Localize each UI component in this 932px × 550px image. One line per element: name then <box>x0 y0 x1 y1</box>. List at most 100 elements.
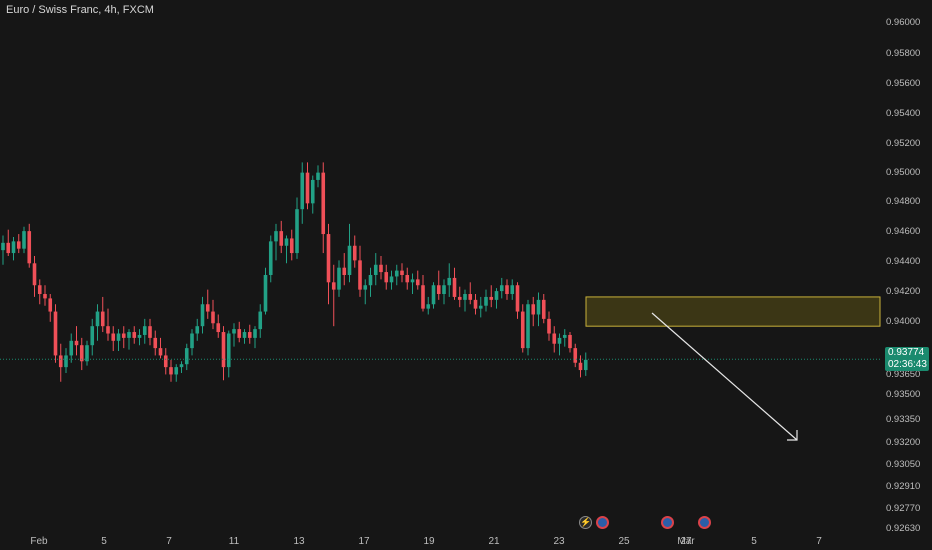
candle-body <box>415 279 420 286</box>
candle-body <box>484 296 488 306</box>
candle-body <box>310 179 315 204</box>
y-tick-label: 0.93650 <box>886 369 920 380</box>
candle-body <box>379 264 383 273</box>
candle-body <box>463 294 467 300</box>
last-price-value: 0.93774 <box>888 347 925 359</box>
x-tick-label: 25 <box>618 536 630 547</box>
candle-body <box>321 172 326 235</box>
y-tick-label: 0.92630 <box>886 523 920 534</box>
flag-icon[interactable] <box>596 516 609 529</box>
candle-body <box>457 296 462 300</box>
candle-body <box>389 276 394 283</box>
candle-body <box>552 333 557 344</box>
candle-body <box>268 241 273 275</box>
candle-body <box>16 241 21 249</box>
candle-body <box>258 311 263 330</box>
candle-body <box>405 275 410 283</box>
candle-body <box>205 304 210 312</box>
candle-body <box>184 348 189 365</box>
candle-body <box>431 285 436 305</box>
y-tick-label: 0.92770 <box>886 503 920 514</box>
candle-body <box>48 298 53 312</box>
candle-body <box>510 285 515 295</box>
candle-body <box>452 277 457 297</box>
candle-body <box>505 285 509 295</box>
candle-body <box>300 172 305 210</box>
y-tick-label: 0.95000 <box>886 167 920 178</box>
candle-body <box>58 355 63 368</box>
candle-body <box>489 296 494 300</box>
x-tick-label: 7 <box>816 536 822 547</box>
candle-body <box>226 333 231 368</box>
candle-body <box>253 329 257 338</box>
candle-body <box>347 245 352 275</box>
candle-body <box>127 332 131 338</box>
x-tick-label: 27 <box>680 536 692 547</box>
candle-body <box>90 326 95 346</box>
candle-body <box>499 285 504 292</box>
candle-body <box>85 345 89 362</box>
x-tick-label: 23 <box>553 536 565 547</box>
candle-body <box>520 311 525 349</box>
y-tick-label: 0.93200 <box>886 437 920 448</box>
candle-body <box>568 334 572 349</box>
candle-body <box>421 285 425 309</box>
x-tick-label: 5 <box>751 536 757 547</box>
candle-body <box>331 282 336 290</box>
candle-body <box>43 294 47 299</box>
candle-body <box>531 304 536 315</box>
x-tick-label: 21 <box>488 536 500 547</box>
candle-body <box>69 340 74 356</box>
candle-body <box>64 355 68 368</box>
candle-body <box>494 291 499 300</box>
y-tick-label: 0.95200 <box>886 138 920 149</box>
candle-body <box>211 311 215 324</box>
candle-body <box>179 364 184 368</box>
bar-countdown: 02:36:43 <box>888 359 927 371</box>
candle-body <box>153 337 158 349</box>
candle-body <box>53 311 58 356</box>
candle-body <box>79 345 84 362</box>
lightning-icon[interactable]: ⚡ <box>579 516 592 529</box>
candle-body <box>163 355 168 368</box>
x-tick-label: 13 <box>293 536 305 547</box>
candle-body <box>316 172 320 180</box>
x-tick-label: 11 <box>229 536 240 547</box>
last-price-label: 0.93774 02:36:43 <box>885 347 929 372</box>
candle-body <box>274 231 278 242</box>
projection-arrow[interactable] <box>651 312 798 441</box>
candle-body <box>515 285 520 312</box>
candle-body <box>132 332 137 338</box>
y-tick-label: 0.93350 <box>886 414 920 425</box>
candle-body <box>95 311 100 327</box>
candle-body <box>190 333 194 349</box>
y-tick-label: 0.93050 <box>886 459 920 470</box>
candle-body <box>247 332 252 338</box>
supply-zone-rectangle[interactable] <box>585 296 881 327</box>
candle-body <box>284 238 289 246</box>
candle-body <box>263 275 268 312</box>
candle-body <box>363 285 368 290</box>
candle-body <box>536 299 541 315</box>
candle-body <box>384 272 389 283</box>
candle-body <box>169 367 173 375</box>
candle-body <box>368 275 373 286</box>
flag-icon[interactable] <box>661 516 674 529</box>
candle-body <box>583 359 588 371</box>
candle-body <box>242 332 247 338</box>
symbol-title: Euro / Swiss Franc, 4h, FXCM <box>6 4 154 16</box>
candle-body <box>100 311 105 327</box>
candle-body <box>305 172 310 204</box>
candle-body <box>121 333 126 338</box>
candle-body <box>442 285 446 295</box>
candle-body <box>174 367 179 375</box>
candle-body <box>74 340 79 346</box>
candle-body <box>279 231 284 246</box>
candle-body <box>326 234 331 283</box>
flag-icon[interactable] <box>698 516 711 529</box>
candle-body <box>142 326 147 335</box>
candle-body <box>352 245 357 261</box>
arrow-head-icon <box>787 430 798 441</box>
candle-body <box>111 333 116 341</box>
